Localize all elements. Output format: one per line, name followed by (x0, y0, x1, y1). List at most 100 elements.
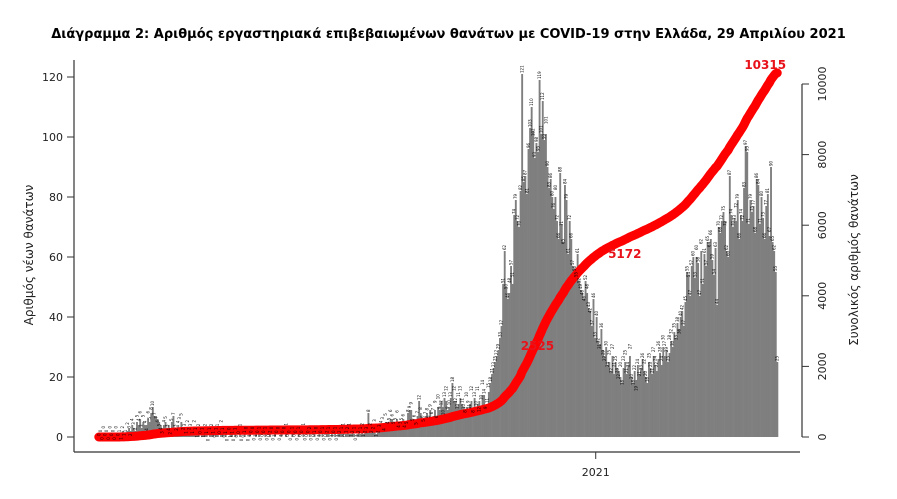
bar (172, 416, 175, 437)
bar-label: 5 (386, 417, 391, 420)
bar (724, 221, 726, 437)
bar-label: 10 (461, 403, 466, 409)
bar (630, 377, 633, 437)
bar-label: 62 (772, 244, 777, 250)
bar-label: 28 (657, 346, 662, 352)
y-tick-label: 40 (49, 311, 63, 324)
cumulative-annotation: 10315 (744, 58, 786, 72)
bar (663, 356, 666, 437)
bar-label: 1 (336, 434, 341, 437)
bar-label: 57 (689, 259, 694, 265)
y2-tick-label: 8000 (816, 141, 829, 169)
bar-label: 6 (390, 414, 395, 417)
bar-label: 1 (329, 434, 334, 437)
bar-label: 2 (133, 427, 138, 430)
bar-label: 18 (645, 376, 650, 382)
bar-label: 2 (185, 420, 190, 423)
bar-label: 86 (754, 172, 759, 178)
bar-label: 0 (299, 430, 304, 433)
bar-label: 3 (182, 423, 187, 426)
bar (659, 353, 662, 437)
bar (665, 350, 668, 437)
bar-label: 74 (512, 208, 517, 214)
bar-label: 81 (524, 187, 529, 193)
bar-label: 0 (331, 430, 336, 433)
bar-label: 7 (153, 416, 158, 419)
bar (655, 371, 658, 437)
bar-label: 2 (356, 430, 361, 433)
bar (765, 206, 768, 437)
bar (614, 362, 617, 437)
bar (456, 407, 459, 437)
bar-label: 0 (277, 438, 282, 441)
bar-label: 2 (187, 427, 192, 430)
bar (533, 158, 536, 437)
bar (525, 194, 528, 437)
bar-label: 98 (534, 136, 539, 142)
bar-label: 79 (748, 193, 753, 199)
bar-label: 1 (117, 429, 122, 432)
bar (578, 281, 581, 437)
bar (692, 257, 695, 437)
bar-label: 10 (455, 403, 460, 409)
cumulative-line (94, 68, 782, 442)
bar-label: 1 (193, 427, 198, 430)
bar (681, 311, 684, 437)
bar-label: 12 (443, 385, 448, 391)
bar (342, 434, 344, 437)
bar-label: 85 (521, 175, 526, 181)
bar-label: 62 (724, 244, 729, 250)
bar-label: 49 (578, 283, 583, 289)
bar-label: 13 (448, 391, 453, 397)
bar (608, 362, 611, 437)
bar-label: 0 (106, 437, 111, 440)
bar-label: 9 (437, 406, 442, 409)
bar (264, 434, 267, 437)
bar-label: 5 (391, 421, 396, 424)
bar-label: 101 (543, 116, 548, 124)
bar (421, 419, 424, 437)
bar (486, 404, 489, 437)
bar (470, 401, 473, 437)
y-tick-label: 60 (49, 251, 63, 264)
bar (369, 431, 371, 437)
bar (435, 419, 438, 437)
bar-label: 18 (450, 376, 455, 382)
bar (201, 434, 203, 437)
bar (725, 251, 728, 437)
bar (481, 395, 484, 437)
bar-label: 21 (637, 370, 642, 376)
bar-label: 10 (440, 409, 445, 415)
bar (376, 431, 379, 437)
bar-label: 12 (453, 397, 458, 403)
bar-label: 5 (147, 417, 152, 420)
bar-label: 21 (624, 367, 629, 373)
bar-label: 58 (695, 256, 700, 262)
bar-label: 5 (383, 413, 388, 416)
bar (196, 434, 199, 437)
bar (644, 377, 647, 437)
bar-label: 33 (673, 334, 678, 340)
bar-label: 24 (635, 358, 640, 364)
bar (560, 224, 563, 437)
bar-label: 23 (638, 364, 643, 370)
bar (682, 326, 685, 437)
bar-label: 13 (442, 391, 447, 397)
bar (670, 341, 673, 437)
bar-label: 11 (456, 391, 461, 397)
bar-label: 26 (640, 352, 645, 358)
bar-label: 1 (253, 434, 258, 437)
bar-label: 25 (613, 355, 618, 361)
bar-label: 3 (164, 424, 169, 427)
bar-label: 2 (367, 423, 372, 426)
bar-label: 84 (562, 178, 567, 184)
bar-label: 0 (250, 426, 255, 429)
bar-label: 0 (103, 433, 108, 436)
bar (432, 416, 435, 437)
bar-label: 3 (364, 426, 369, 429)
bar-label: 9 (445, 406, 450, 409)
bar (716, 305, 719, 437)
bar-label: 71 (757, 217, 762, 223)
bar-label: 112 (540, 92, 545, 100)
bar-label: 0 (275, 426, 280, 429)
